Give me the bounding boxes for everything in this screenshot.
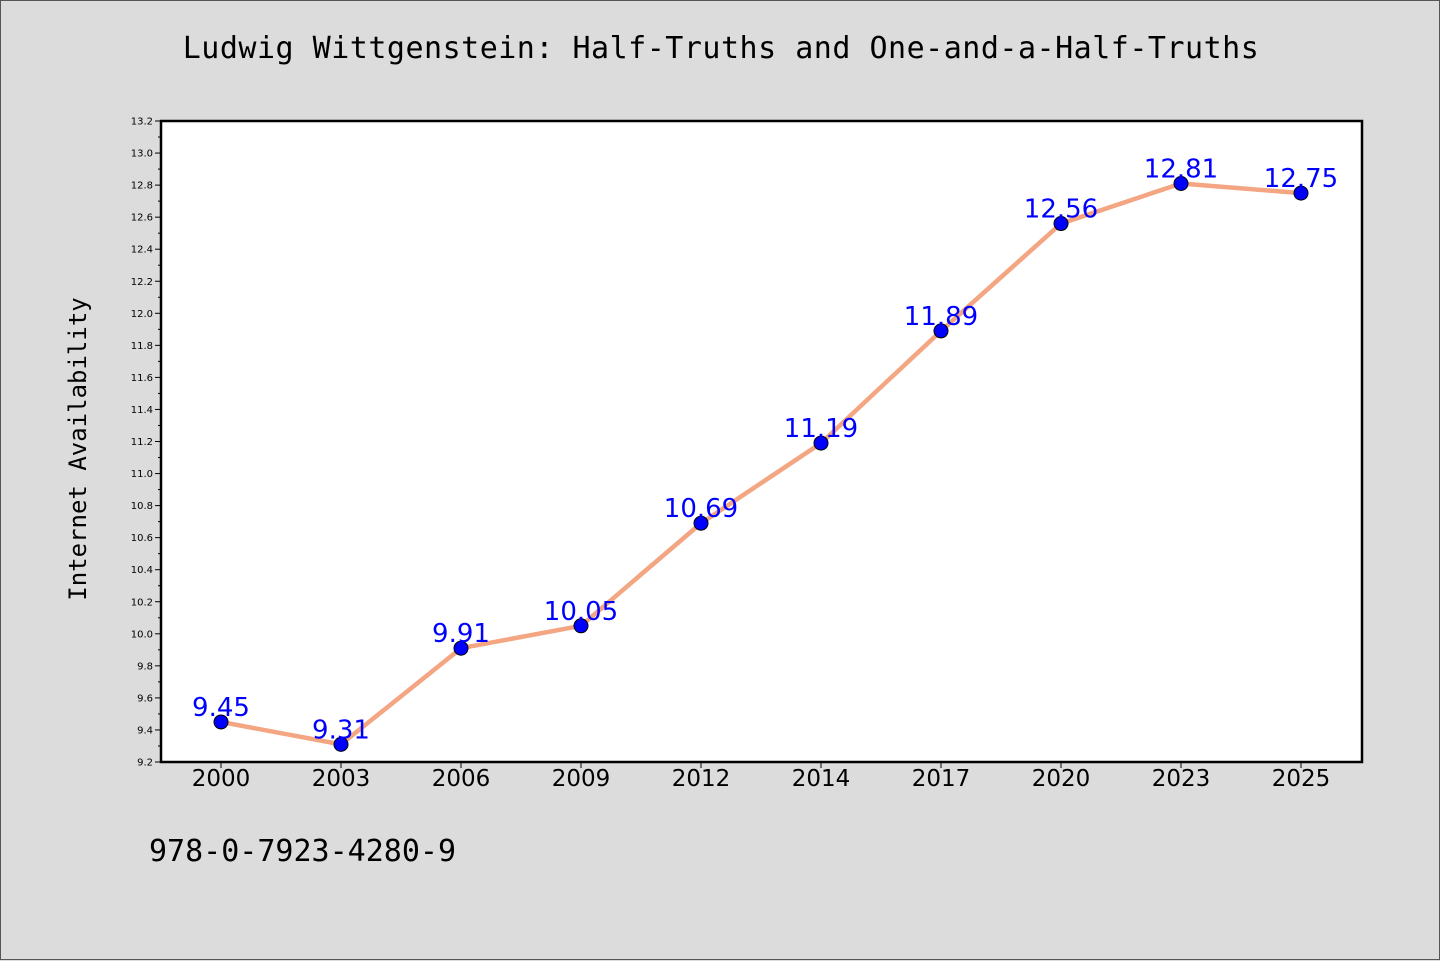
y-tick-label: 12.4 xyxy=(131,245,153,256)
data-label: 12.81 xyxy=(1144,154,1218,184)
data-label: 9.45 xyxy=(192,693,250,723)
y-tick-label: 13.0 xyxy=(131,149,153,160)
x-tick-label: 2014 xyxy=(792,766,851,792)
data-label: 12.75 xyxy=(1264,164,1338,194)
x-tick-label: 2020 xyxy=(1032,766,1091,792)
y-axis-ticks: 9.2 9.4 9.6 9.8 10.0 10.2 10.4 10.6 10.8 11.0 11.2… xyxy=(131,117,161,769)
x-tick-label: 2012 xyxy=(672,766,731,792)
y-tick-label: 10.8 xyxy=(131,501,153,512)
series-line xyxy=(220,181,1302,747)
x-tick-label: 2000 xyxy=(192,766,251,792)
x-tick-label: 2003 xyxy=(312,766,371,792)
data-label: 10.05 xyxy=(544,597,618,627)
data-point xyxy=(453,640,469,656)
data-point xyxy=(573,618,589,634)
data-point xyxy=(1053,216,1069,232)
y-tick-label: 9.2 xyxy=(137,758,153,769)
x-tick-label: 2023 xyxy=(1152,766,1211,792)
chart-title: Ludwig Wittgenstein: Half-Truths and One… xyxy=(182,31,1260,66)
plot-frame xyxy=(159,119,1364,764)
y-axis-label: Internet Availability xyxy=(64,297,92,600)
x-tick-label: 2017 xyxy=(912,766,971,792)
data-point xyxy=(1293,185,1309,201)
y-tick-label: 11.2 xyxy=(131,437,153,448)
data-label: 10.69 xyxy=(664,494,738,524)
data-point xyxy=(813,435,829,451)
y-tick-label: 11.4 xyxy=(131,405,153,416)
data-point xyxy=(213,714,229,730)
x-tick-label: 2025 xyxy=(1272,766,1331,792)
y-tick-label: 9.4 xyxy=(137,725,153,736)
data-labels: 9.45 9.31 9.91 10.05 10.69 11.19 11.89 12.56 12.… xyxy=(192,154,1338,745)
plot-area xyxy=(161,121,1362,762)
data-label: 11.19 xyxy=(784,414,858,444)
x-axis-ticks: 2000 2003 2006 2009 2012 2014 2017 2020 2023 2025 xyxy=(192,762,1331,792)
data-label: 9.31 xyxy=(312,715,370,745)
data-point xyxy=(933,323,949,339)
y-tick-label: 12.2 xyxy=(131,277,153,288)
y-tick-label: 11.6 xyxy=(131,373,153,384)
x-tick-label: 2009 xyxy=(552,766,611,792)
data-label: 12.56 xyxy=(1024,195,1098,225)
y-tick-label: 12.6 xyxy=(131,213,153,224)
y-tick-label: 10.2 xyxy=(131,597,153,608)
data-label: 11.89 xyxy=(904,302,978,332)
data-point xyxy=(693,515,709,531)
y-tick-label: 13.2 xyxy=(131,117,153,128)
y-tick-label: 9.6 xyxy=(137,693,153,704)
data-point xyxy=(1173,175,1189,191)
y-tick-label: 12.8 xyxy=(131,181,153,192)
y-tick-label: 12.0 xyxy=(131,309,153,320)
y-tick-label: 9.8 xyxy=(137,661,153,672)
isbn-text: 978-0-7923-4280-9 xyxy=(149,834,457,869)
data-point xyxy=(333,736,349,752)
y-tick-label: 10.4 xyxy=(131,565,153,576)
data-label: 9.91 xyxy=(432,619,490,649)
y-tick-label: 10.6 xyxy=(131,533,153,544)
y-tick-label: 11.8 xyxy=(131,341,153,352)
y-tick-label: 10.0 xyxy=(131,629,153,640)
x-tick-label: 2006 xyxy=(432,766,491,792)
series-layer xyxy=(213,175,1309,752)
y-tick-label: 11.0 xyxy=(131,469,153,480)
